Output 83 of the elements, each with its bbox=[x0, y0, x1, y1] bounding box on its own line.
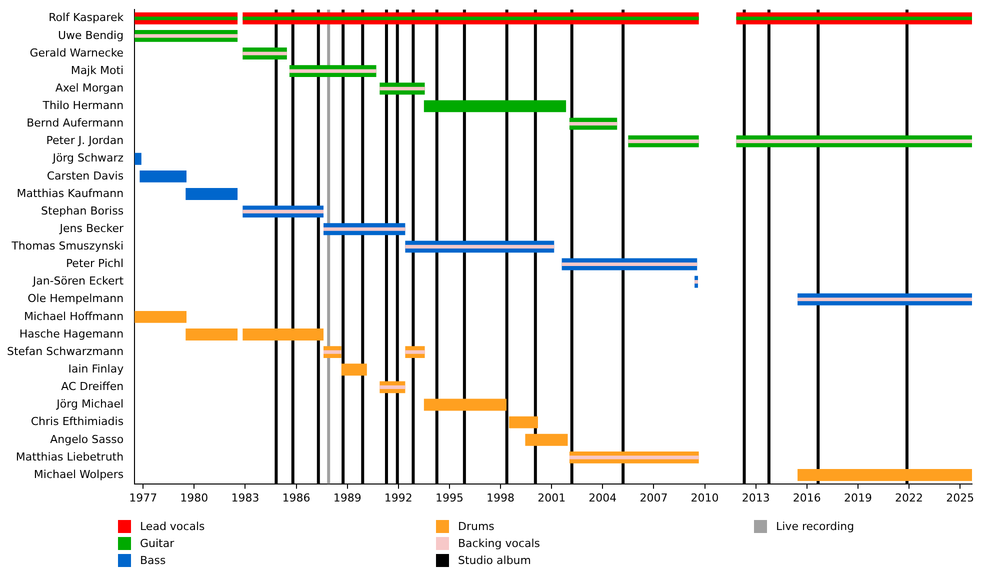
bar bbox=[380, 86, 425, 90]
y-tick-label: Angelo Sasso bbox=[50, 432, 124, 446]
legend-label: Drums bbox=[458, 520, 494, 533]
x-tick-label: 2010 bbox=[690, 491, 719, 504]
y-tick-label: Majk Moti bbox=[70, 64, 124, 77]
bar bbox=[694, 280, 698, 284]
x-tick-label: 2004 bbox=[588, 491, 617, 504]
y-tick-label: Rolf Kasparek bbox=[48, 11, 124, 24]
bar bbox=[134, 16, 238, 20]
legend-label: Lead vocals bbox=[140, 520, 205, 533]
y-tick-label: Jörg Michael bbox=[56, 398, 124, 411]
bar bbox=[380, 385, 406, 389]
y-tick-label: Axel Morgan bbox=[55, 81, 124, 94]
bar bbox=[134, 152, 142, 165]
y-tick-label: Stephan Boriss bbox=[41, 204, 124, 218]
y-tick-label: Stefan Schwarzmann bbox=[6, 344, 124, 358]
bar bbox=[798, 298, 972, 302]
y-tick-label: Peter Pichl bbox=[66, 257, 124, 270]
x-tick-label: 2022 bbox=[895, 491, 924, 504]
x-tick-label: 1977 bbox=[129, 491, 158, 504]
bar bbox=[242, 16, 699, 20]
x-tick-label: 1992 bbox=[384, 491, 412, 504]
bar bbox=[289, 69, 376, 73]
y-tick-label: Iain Finlay bbox=[68, 362, 124, 376]
bar bbox=[134, 310, 186, 323]
y-tick-label: Thilo Hermann bbox=[42, 99, 124, 112]
bar bbox=[569, 456, 699, 460]
bar bbox=[736, 140, 972, 144]
y-tick-label: Chris Efthimiadis bbox=[30, 415, 124, 428]
x-tick-label: 2019 bbox=[844, 491, 872, 504]
bar bbox=[242, 210, 324, 214]
y-tick-label: Carsten Davis bbox=[46, 169, 124, 182]
bar bbox=[569, 122, 618, 126]
y-tick-label: Matthias Kaufmann bbox=[16, 186, 124, 200]
x-tick-label: 2025 bbox=[946, 491, 974, 504]
x-tick-label: 2007 bbox=[640, 491, 668, 504]
bar bbox=[324, 227, 406, 231]
bar bbox=[424, 398, 506, 411]
y-tick-label: Gerald Warnecke bbox=[30, 46, 124, 60]
x-tick-label: 2001 bbox=[538, 491, 566, 504]
bar bbox=[405, 350, 425, 354]
bar bbox=[509, 416, 538, 428]
y-tick-label: Michael Wolpers bbox=[34, 468, 124, 481]
x-tick-label: 1989 bbox=[333, 491, 362, 504]
y-tick-label: Uwe Bendig bbox=[58, 28, 124, 42]
bar bbox=[242, 52, 287, 56]
y-tick-label: Ole Hempelmann bbox=[28, 292, 124, 306]
y-tick-label: Hasche Hagemann bbox=[19, 327, 124, 340]
bar bbox=[242, 328, 324, 340]
bar bbox=[798, 469, 972, 481]
bar bbox=[525, 434, 568, 446]
bar bbox=[341, 364, 367, 376]
legend-label: Studio album bbox=[458, 554, 531, 567]
bar bbox=[562, 262, 698, 266]
y-tick-label: AC Dreiffen bbox=[61, 380, 124, 394]
bar bbox=[628, 140, 699, 144]
y-tick-label: Jörg Schwarz bbox=[52, 152, 124, 165]
x-tick-label: 1980 bbox=[180, 491, 208, 504]
x-tick-label: 2016 bbox=[792, 491, 821, 504]
y-tick-label: Michael Hoffmann bbox=[24, 310, 124, 323]
bar bbox=[424, 100, 566, 112]
x-tick-label: 1983 bbox=[231, 491, 260, 504]
legend-label: Backing vocals bbox=[458, 537, 540, 550]
bar bbox=[186, 328, 238, 340]
legend-label: Bass bbox=[140, 554, 166, 567]
bar bbox=[736, 16, 972, 20]
x-tick-label: 1998 bbox=[486, 491, 515, 504]
bar bbox=[324, 350, 342, 354]
y-tick-label: Bernd Aufermann bbox=[26, 116, 124, 130]
x-tick-label: 1995 bbox=[435, 491, 464, 504]
y-tick-label: Jens Becker bbox=[58, 222, 124, 235]
bar bbox=[134, 34, 238, 38]
y-tick-label: Thomas Smuszynski bbox=[10, 240, 124, 253]
legend-label: Guitar bbox=[140, 537, 174, 550]
bar bbox=[140, 170, 186, 182]
bar bbox=[405, 244, 554, 248]
legend-label: Live recording bbox=[776, 520, 854, 533]
y-tick-label: Jan-Sören Eckert bbox=[32, 274, 124, 288]
y-tick-label: Matthias Liebetruth bbox=[16, 450, 124, 464]
y-tick-label: Peter J. Jordan bbox=[46, 134, 124, 148]
x-tick-label: 2013 bbox=[742, 491, 770, 504]
x-tick-label: 1986 bbox=[282, 491, 310, 504]
bar bbox=[186, 188, 238, 200]
